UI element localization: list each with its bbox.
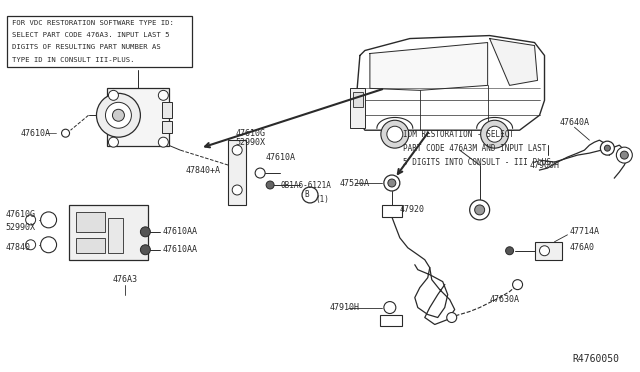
Circle shape [158, 137, 168, 147]
Text: 47920: 47920 [400, 205, 425, 214]
Circle shape [387, 126, 403, 142]
Bar [350, 89, 365, 128]
Text: 52990X: 52990X [6, 223, 36, 232]
Circle shape [388, 179, 396, 187]
Text: IDM RESTORATION - SELECT: IDM RESTORATION - SELECT [403, 131, 514, 140]
Bar [76, 212, 106, 232]
Text: 47840: 47840 [6, 243, 31, 252]
Circle shape [266, 181, 274, 189]
Circle shape [384, 175, 400, 191]
Bar [380, 314, 402, 327]
Circle shape [106, 102, 131, 128]
Circle shape [604, 145, 611, 151]
Text: FOR VDC RESTORATION SOFTWARE TYPE ID:: FOR VDC RESTORATION SOFTWARE TYPE ID: [12, 20, 174, 26]
Circle shape [26, 240, 36, 250]
Text: 47610A: 47610A [265, 153, 295, 161]
Circle shape [470, 200, 490, 220]
Circle shape [475, 205, 484, 215]
Circle shape [381, 120, 409, 148]
Bar [68, 205, 148, 260]
Bar [534, 242, 563, 260]
Circle shape [40, 237, 56, 253]
Text: 5 DIGITS INTO CONSULT - III PLUS: 5 DIGITS INTO CONSULT - III PLUS [403, 158, 551, 167]
Text: PART CODE 476A3M AND INPUT LAST: PART CODE 476A3M AND INPUT LAST [403, 144, 547, 153]
Bar [228, 140, 246, 205]
Circle shape [616, 147, 632, 163]
Text: 47610A: 47610A [20, 129, 51, 138]
Circle shape [232, 185, 242, 195]
Circle shape [302, 187, 318, 203]
Circle shape [513, 280, 522, 290]
Text: 47900H: 47900H [529, 161, 559, 170]
Text: 52990X: 52990X [235, 138, 265, 147]
Text: B: B [305, 190, 309, 199]
Text: 476A0: 476A0 [570, 243, 595, 252]
Text: 47610G: 47610G [235, 129, 265, 138]
Text: 47610AA: 47610AA [163, 227, 197, 236]
Text: SELECT PART CODE 476A3. INPUT LAST 5: SELECT PART CODE 476A3. INPUT LAST 5 [12, 32, 170, 38]
Circle shape [232, 145, 242, 155]
Circle shape [108, 137, 118, 147]
Circle shape [61, 129, 70, 137]
Text: 476A3: 476A3 [113, 275, 138, 284]
Text: 47640A: 47640A [559, 118, 589, 127]
Polygon shape [490, 39, 538, 86]
Circle shape [140, 227, 150, 237]
Circle shape [255, 168, 265, 178]
Text: 47610AA: 47610AA [163, 245, 197, 254]
Bar [382, 205, 402, 217]
Bar [163, 102, 172, 118]
Circle shape [113, 109, 124, 121]
Text: 47610G: 47610G [6, 211, 36, 219]
Text: 0B1A6-6121A: 0B1A6-6121A [280, 180, 331, 189]
Circle shape [97, 93, 140, 137]
Text: 47520A: 47520A [340, 179, 370, 187]
Polygon shape [370, 42, 488, 90]
Text: 47600: 47600 [131, 61, 156, 70]
Circle shape [540, 246, 550, 256]
Text: DIGITS OF RESULTING PART NUMBER AS: DIGITS OF RESULTING PART NUMBER AS [12, 45, 161, 51]
Bar [7, 16, 192, 67]
Circle shape [600, 141, 614, 155]
Text: TYPE ID IN CONSULT III-PLUS.: TYPE ID IN CONSULT III-PLUS. [12, 57, 134, 62]
Text: 47630A: 47630A [490, 295, 520, 304]
Circle shape [620, 151, 628, 159]
Circle shape [481, 120, 509, 148]
Text: (1): (1) [315, 195, 329, 205]
Circle shape [108, 90, 118, 100]
Text: R4760050: R4760050 [572, 355, 620, 364]
Circle shape [506, 247, 513, 255]
Circle shape [40, 212, 56, 228]
Text: 47840+A: 47840+A [186, 166, 220, 174]
Circle shape [486, 126, 502, 142]
Circle shape [26, 215, 36, 225]
Text: 47910H: 47910H [330, 303, 360, 312]
Circle shape [158, 90, 168, 100]
Bar [108, 218, 124, 253]
Circle shape [447, 312, 457, 323]
Bar [353, 92, 363, 107]
Bar [108, 89, 170, 146]
Bar [163, 121, 172, 133]
Circle shape [140, 245, 150, 255]
Text: 47714A: 47714A [570, 227, 600, 236]
Circle shape [384, 302, 396, 314]
Bar [76, 238, 106, 253]
